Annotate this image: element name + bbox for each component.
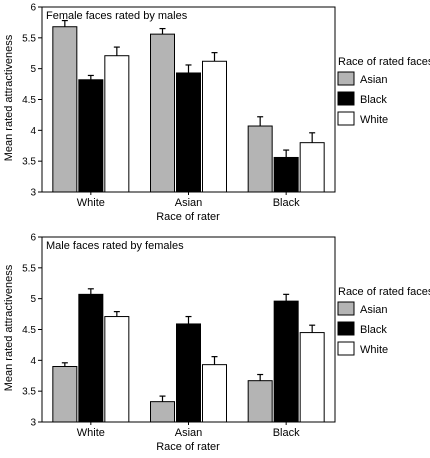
- x-tick-label: Asian: [175, 427, 203, 439]
- bar: [78, 293, 104, 423]
- legend-swatch: [337, 321, 355, 336]
- bar: [299, 142, 325, 193]
- bar: [202, 364, 227, 423]
- y-tick-label: 5.5: [22, 263, 36, 274]
- x-tick-label: Black: [273, 197, 300, 209]
- y-tick-label: 5.5: [22, 33, 36, 44]
- bar: [273, 300, 299, 423]
- y-tick-label: 5: [30, 64, 36, 75]
- bar: [176, 323, 201, 423]
- bar: [52, 366, 78, 423]
- y-axis-label: Mean rated attractiveness: [3, 34, 15, 161]
- legend-swatch: [337, 301, 355, 316]
- y-tick-label: 6: [30, 3, 36, 14]
- bar: [202, 60, 227, 193]
- legend-swatch: [337, 91, 355, 106]
- x-axis-label: Race of rater: [156, 441, 220, 453]
- y-tick-label: 4: [30, 356, 36, 367]
- legend-label: Asian: [360, 304, 388, 316]
- bar: [150, 401, 175, 423]
- bar: [78, 79, 104, 193]
- bar: [150, 33, 175, 193]
- bar: [299, 332, 325, 423]
- legend-label: Asian: [360, 74, 388, 86]
- legend-label: Black: [360, 94, 387, 106]
- y-tick-label: 3: [30, 188, 36, 199]
- legend-title: Race of rated faces: [338, 56, 430, 68]
- x-tick-label: Asian: [175, 197, 203, 209]
- y-tick-label: 5: [30, 294, 36, 305]
- y-tick-label: 3.5: [22, 157, 36, 168]
- bar: [104, 316, 130, 423]
- x-tick-label: White: [77, 427, 105, 439]
- y-tick-label: 4.5: [22, 325, 36, 336]
- y-tick-label: 4: [30, 126, 36, 137]
- bar: [247, 125, 273, 193]
- x-tick-label: Black: [273, 427, 300, 439]
- legend-swatch: [337, 341, 355, 356]
- legend-label: White: [360, 344, 388, 356]
- legend-title: Race of rated faces: [338, 286, 430, 298]
- chart-panel-male-faces: Male faces rated by females Race of rate…: [3, 233, 430, 454]
- bar: [52, 26, 78, 193]
- y-axis-label: Mean rated attractiveness: [3, 264, 15, 391]
- y-tick-label: 3.5: [22, 387, 36, 398]
- bar: [247, 380, 273, 423]
- legend-swatch: [337, 111, 355, 126]
- legend-swatch: [337, 71, 355, 86]
- y-tick-label: 4.5: [22, 95, 36, 106]
- legend-label: White: [360, 114, 388, 126]
- chart-panel-female-faces: Female faces rated by males Race of rate…: [3, 3, 430, 224]
- bar: [273, 156, 299, 193]
- bar: [176, 72, 201, 193]
- y-tick-label: 3: [30, 418, 36, 429]
- panel-title: Male faces rated by females: [46, 240, 184, 252]
- x-tick-label: White: [77, 197, 105, 209]
- y-tick-label: 6: [30, 233, 36, 244]
- x-axis-label: Race of rater: [156, 211, 220, 223]
- legend-label: Black: [360, 324, 387, 336]
- panel-title: Female faces rated by males: [46, 10, 188, 22]
- bar: [104, 55, 130, 193]
